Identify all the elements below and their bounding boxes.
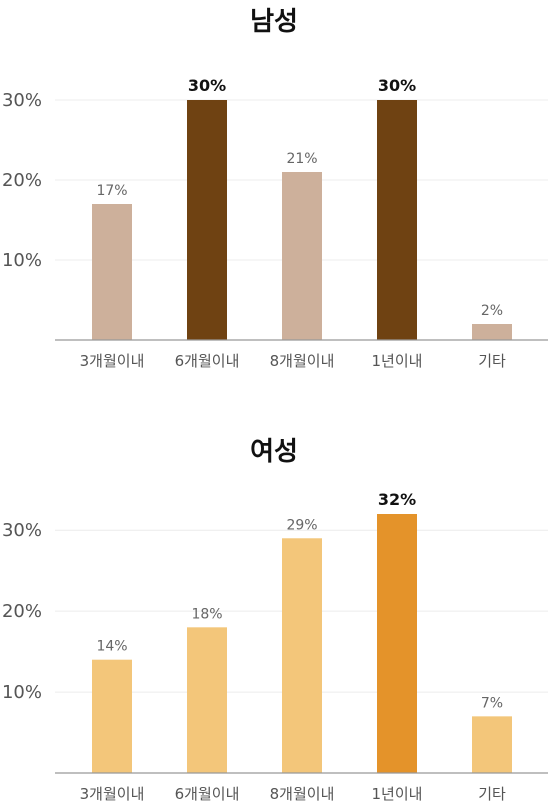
female-chart: 여성 10% 20% 30% 14% 3개월이내 18% 6개월이내 29% 8개월이내 32% 1…: [2, 437, 548, 803]
data-label: 14%: [96, 639, 127, 655]
bar: [377, 100, 417, 340]
x-tick-label: 6개월이내: [175, 785, 240, 803]
bar: [282, 172, 322, 340]
x-tick-label: 기타: [478, 352, 506, 370]
chart-title: 남성: [250, 7, 298, 37]
x-tick-label: 8개월이내: [270, 352, 335, 370]
data-label: 29%: [286, 517, 317, 533]
data-label: 2%: [481, 303, 503, 319]
data-label: 30%: [188, 76, 226, 95]
bar: [282, 538, 322, 773]
x-tick-label: 3개월이내: [80, 785, 145, 803]
y-tick-label: 10%: [2, 250, 42, 271]
bar: [187, 627, 227, 773]
bar: [472, 716, 512, 773]
data-label: 18%: [191, 606, 222, 622]
data-label: 32%: [378, 490, 416, 509]
y-tick-label: 30%: [2, 520, 42, 541]
male-chart: 남성 10% 20% 30% 17% 3개월이내 30% 6개월이내 21% 8개월이내 30% 1…: [2, 7, 548, 370]
x-tick-label: 3개월이내: [80, 352, 145, 370]
x-tick-label: 기타: [478, 785, 506, 803]
x-tick-label: 1년이내: [372, 352, 423, 370]
x-tick-label: 1년이내: [372, 785, 423, 803]
y-tick-label: 20%: [2, 601, 42, 622]
x-tick-label: 6개월이내: [175, 352, 240, 370]
chart-title: 여성: [250, 437, 298, 467]
x-tick-label: 8개월이내: [270, 785, 335, 803]
y-tick-label: 10%: [2, 682, 42, 703]
bar: [187, 100, 227, 340]
bar: [472, 324, 512, 340]
y-tick-label: 20%: [2, 170, 42, 191]
data-label: 17%: [96, 183, 127, 199]
bar: [377, 514, 417, 773]
data-label: 30%: [378, 76, 416, 95]
data-label: 7%: [481, 695, 503, 711]
bar: [92, 659, 132, 773]
data-label: 21%: [286, 151, 317, 167]
bar: [92, 204, 132, 340]
y-tick-label: 30%: [2, 90, 42, 111]
